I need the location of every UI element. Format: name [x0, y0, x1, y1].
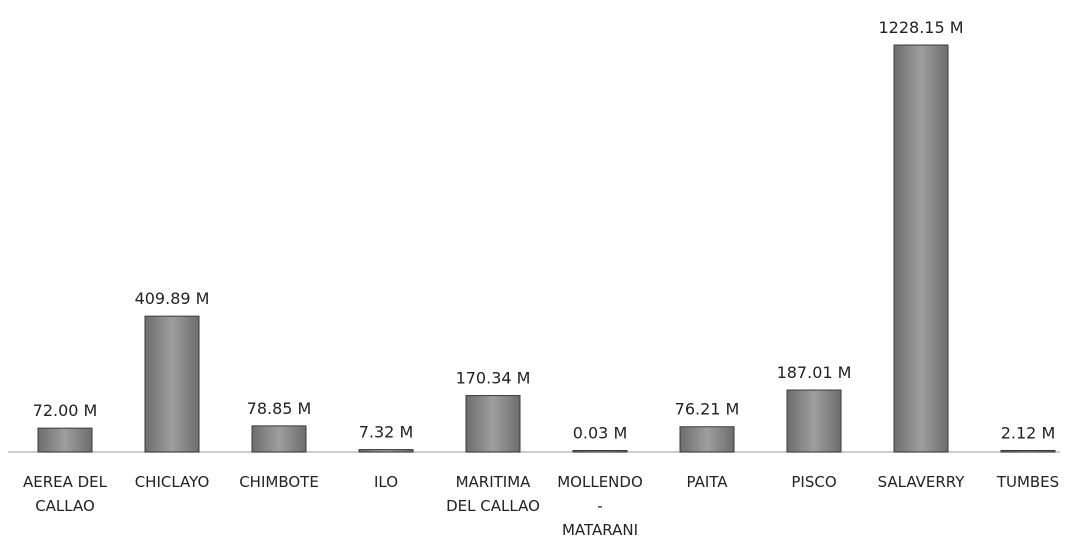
category-tick-label: AEREA DEL CALLAO	[23, 473, 108, 515]
category-tick-label-line: MARITIMA	[456, 473, 532, 491]
bar-value-label: 7.32 M	[359, 423, 414, 442]
bar	[893, 44, 949, 453]
bar-value-label: 409.89 M	[135, 289, 210, 308]
bar-value-label: 0.03 M	[573, 424, 628, 443]
category-tick-label-line: SALAVERRY	[878, 473, 966, 491]
category-tick-label: MOLLENDO - MATARANI	[557, 473, 643, 539]
category-tick-label: MARITIMA DEL CALLAO	[446, 473, 540, 515]
bar-value-label: 187.01 M	[777, 363, 852, 382]
bar-value-label: 78.85 M	[247, 399, 312, 418]
category-tick-label-line: CHICLAYO	[135, 473, 210, 491]
category-tick-label-line: MOLLENDO	[557, 473, 643, 491]
category-tick-label: CHICLAYO	[135, 473, 210, 491]
bar	[37, 427, 93, 453]
category-tick-label: TUMBES	[996, 473, 1059, 491]
bar-value-label: 170.34 M	[456, 369, 531, 388]
category-tick-label: CHIMBOTE	[239, 473, 319, 491]
category-tick-label-line: PISCO	[791, 473, 836, 491]
category-tick-label: ILO	[374, 473, 398, 491]
bar	[572, 450, 628, 453]
bar	[144, 315, 200, 453]
category-tick-label-line: MATARANI	[562, 521, 638, 539]
category-tick-label: PAITA	[686, 473, 728, 491]
bar	[1000, 450, 1056, 453]
bar	[786, 389, 842, 453]
category-tick-label-line: PAITA	[686, 473, 728, 491]
bar	[358, 449, 414, 453]
bar-value-label: 76.21 M	[675, 400, 740, 419]
bar-value-label: 2.12 M	[1001, 424, 1056, 443]
category-tick-label-line: ILO	[374, 473, 398, 491]
category-tick-label-line: -	[597, 497, 602, 515]
category-tick-label-line: TUMBES	[996, 473, 1059, 491]
category-tick-label-line: CHIMBOTE	[239, 473, 319, 491]
category-labels-group: AEREA DEL CALLAO CHICLAYO CHIMBOTE ILO MARITI…	[23, 473, 1059, 539]
bar	[465, 395, 521, 453]
bar-value-label: 1228.15 M	[878, 18, 963, 37]
bar	[251, 425, 307, 453]
category-tick-label: PISCO	[791, 473, 836, 491]
bars-group	[37, 44, 1056, 453]
category-tick-label-line: AEREA DEL	[23, 473, 108, 491]
value-labels-group: 72.00 M 409.89 M 78.85 M 7.32 M 170.34 M 0.03…	[33, 18, 1056, 443]
category-tick-label: SALAVERRY	[878, 473, 966, 491]
bar-value-label: 72.00 M	[33, 401, 98, 420]
bar	[679, 426, 735, 453]
category-tick-label-line: CALLAO	[35, 497, 95, 515]
category-tick-label-line: DEL CALLAO	[446, 497, 540, 515]
